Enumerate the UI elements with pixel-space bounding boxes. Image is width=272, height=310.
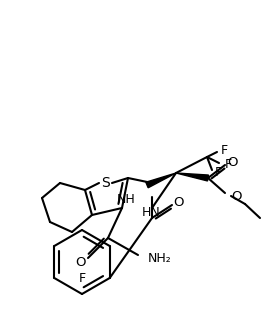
Text: S: S — [101, 176, 109, 190]
Polygon shape — [146, 173, 176, 188]
Text: NH: NH — [116, 193, 135, 206]
Text: O: O — [76, 256, 86, 269]
Text: HN: HN — [142, 206, 160, 219]
Text: F: F — [78, 272, 86, 285]
Text: O: O — [227, 156, 237, 169]
Polygon shape — [176, 173, 208, 181]
Text: O: O — [174, 196, 184, 209]
Text: F: F — [215, 166, 222, 179]
Text: O: O — [231, 189, 242, 202]
Text: F: F — [221, 144, 228, 157]
Text: NH₂: NH₂ — [148, 251, 172, 264]
Text: F: F — [225, 158, 232, 171]
